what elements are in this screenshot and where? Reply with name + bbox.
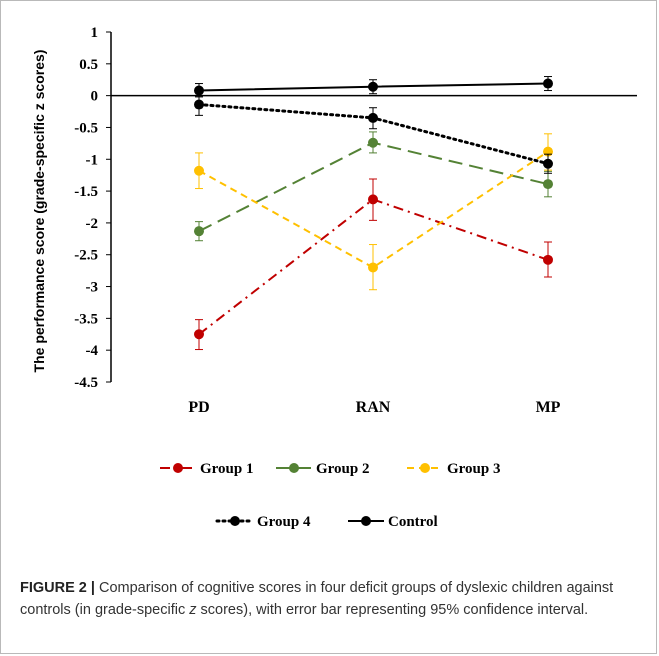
legend-item-group-4: Group 4 (215, 514, 311, 530)
y-tick-label: -2.5 (74, 248, 98, 264)
y-tick-label: -2 (86, 216, 99, 232)
caption-text-before: Comparison of cognitive scores in four d… (20, 580, 614, 618)
caption-text-after: scores), with error bar representing 95%… (200, 602, 589, 618)
y-tick-label: -1 (86, 152, 99, 168)
x-category-label: PD (188, 399, 209, 416)
legend-swatch-marker (289, 463, 299, 473)
legend-label: Group 4 (257, 514, 311, 530)
y-tick-label: -4.5 (74, 375, 98, 391)
x-category-label: RAN (356, 399, 391, 416)
data-point (368, 137, 378, 148)
x-category-label: MP (536, 399, 561, 416)
legend-swatch-marker (420, 463, 430, 473)
legend-label: Group 1 (200, 461, 254, 477)
legend-item-control: Control (348, 514, 438, 530)
y-tick-labels: 1 0.5 0 -0.5 -1 -1.5 -2 -2.5 -3 -3.5 -4 -4.5 (74, 25, 98, 391)
legend-swatch-marker (361, 516, 371, 526)
caption-italic-z: z (189, 602, 197, 618)
legend-item-group-2: Group 2 (276, 461, 370, 477)
figure-caption: FIGURE 2 | Comparison of cognitive score… (20, 577, 645, 621)
y-tick-label: 0.5 (79, 57, 98, 73)
series-line (198, 150, 549, 269)
data-point (543, 78, 553, 89)
data-point (368, 112, 378, 123)
data-point (368, 81, 378, 92)
series-control (194, 76, 553, 98)
data-point (543, 158, 553, 169)
y-axis-label: The performance score (grade-specific z … (31, 50, 47, 373)
y-tick-label: -3 (86, 280, 99, 296)
legend-swatch-marker (173, 463, 183, 473)
data-point (368, 194, 378, 205)
y-tick-label: -3.5 (74, 311, 98, 327)
legend-item-group-1: Group 1 (160, 461, 254, 477)
series-group-2 (194, 131, 553, 242)
series-group (194, 76, 553, 351)
series-group-4 (194, 95, 553, 174)
data-point (368, 262, 378, 273)
data-point (543, 179, 553, 190)
x-category-labels: PD RAN MP (188, 399, 560, 416)
y-tick-label: 1 (91, 25, 99, 41)
y-tick-label: -0.5 (74, 120, 98, 136)
data-point (194, 226, 204, 237)
data-point (194, 165, 204, 176)
data-point (543, 254, 553, 265)
line-chart: 1 0.5 0 -0.5 -1 -1.5 -2 -2.5 -3 -3.5 -4 -4.5 PD RAN M… (31, 25, 637, 530)
y-tick-label: 0 (91, 89, 99, 105)
legend-label: Group 2 (316, 461, 370, 477)
y-tick-label: -4 (86, 343, 99, 359)
data-point (194, 99, 204, 110)
series-group-1 (194, 178, 553, 351)
legend-item-group-3: Group 3 (407, 461, 501, 477)
legend-label: Group 3 (447, 461, 501, 477)
legend-swatch-marker (230, 516, 240, 526)
y-tick-label: -1.5 (74, 184, 98, 200)
legend: Group 1 Group 2 Group 3 Group 4 Control (160, 461, 501, 530)
data-point (194, 329, 204, 340)
caption-figure-label: FIGURE 2 | (20, 580, 95, 596)
data-point (194, 85, 204, 96)
legend-label: Control (388, 514, 438, 530)
